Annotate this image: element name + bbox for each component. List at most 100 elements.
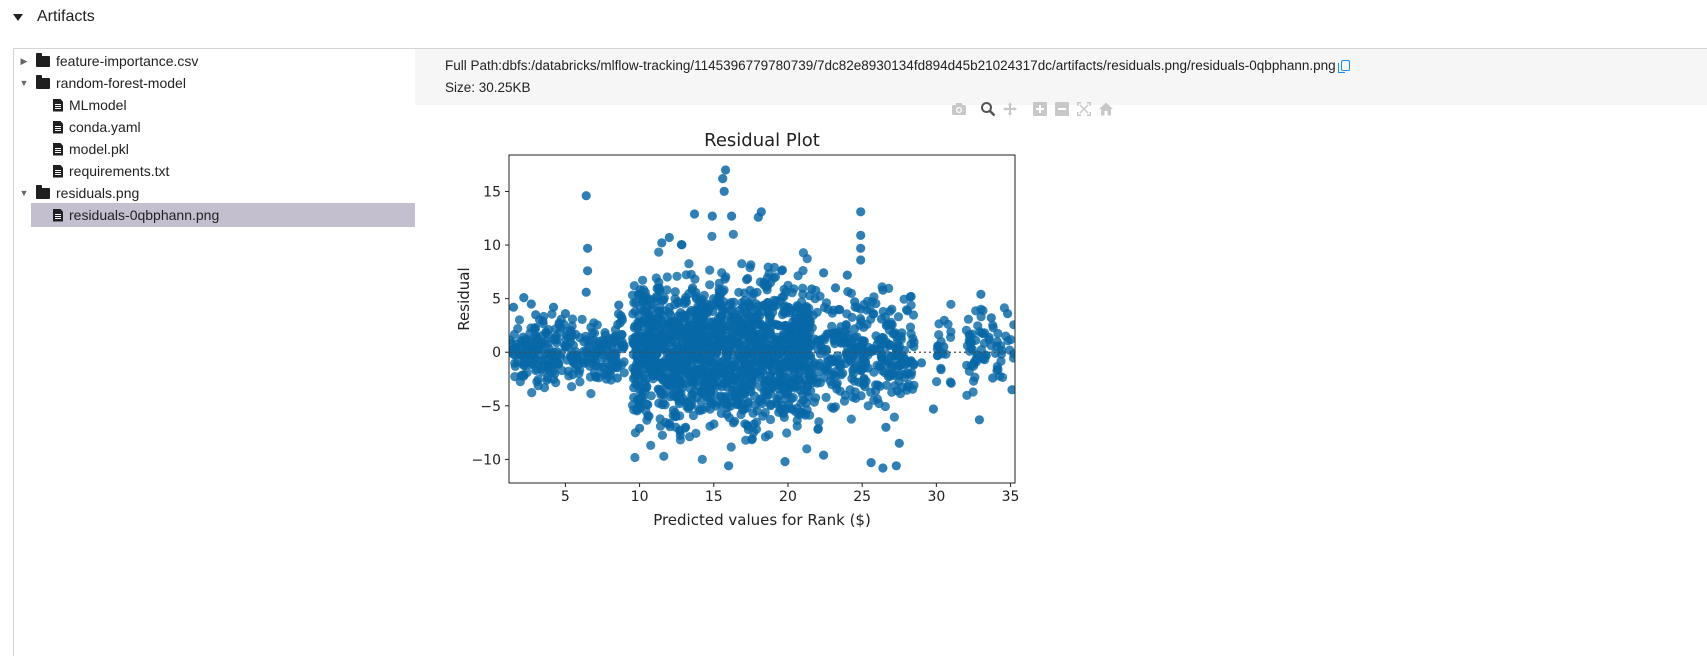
scatter-point	[556, 349, 566, 359]
scatter-point	[752, 287, 762, 297]
tree-file-item[interactable]: model.pkl	[31, 137, 415, 161]
scatter-point	[798, 289, 808, 299]
caret-down-icon[interactable]: ▼	[19, 188, 29, 198]
scatter-point	[619, 368, 629, 378]
zoom-out-icon[interactable]	[1054, 101, 1070, 117]
file-icon	[53, 208, 63, 222]
tree-item-label: conda.yaml	[69, 119, 141, 135]
scatter-point	[996, 356, 1006, 366]
scatter-point	[815, 378, 825, 388]
scatter-point	[916, 358, 927, 368]
tree-folder-item[interactable]: ▼ residuals.png	[18, 181, 415, 205]
scatter-point	[907, 368, 917, 378]
scatter-point	[721, 165, 731, 175]
scatter-point	[679, 313, 690, 323]
scatter-point	[662, 285, 672, 295]
scatter-point	[839, 396, 850, 406]
scatter-point	[560, 309, 570, 319]
scatter-point	[516, 349, 526, 359]
scatter-point	[586, 389, 596, 399]
collapse-caret-icon[interactable]	[13, 14, 23, 21]
scatter-point	[718, 287, 728, 297]
x-axis-label: Predicted values for Rank ($)	[653, 511, 871, 529]
scatter-point	[664, 232, 674, 243]
scatter-point	[905, 322, 916, 332]
scatter-point	[746, 301, 756, 311]
home-icon[interactable]	[1098, 101, 1114, 117]
scatter-point	[697, 366, 707, 376]
camera-icon[interactable]	[951, 101, 967, 117]
scatter-point	[614, 300, 624, 310]
scatter-point	[531, 365, 541, 376]
artifact-meta: Full Path:dbfs:/databricks/mlflow-tracki…	[415, 49, 1707, 105]
scatter-point	[877, 352, 887, 363]
scatter-point	[797, 297, 807, 307]
tree-file-item[interactable]: MLmodel	[31, 93, 415, 117]
scatter-point	[736, 320, 746, 331]
scatter-point	[655, 414, 665, 424]
scatter-point	[749, 427, 759, 437]
scatter-point	[819, 302, 829, 313]
scatter-point	[736, 392, 746, 402]
scatter-point	[853, 351, 863, 361]
scatter-point	[724, 413, 734, 423]
y-tick-label: 5	[492, 292, 501, 308]
scatter-point	[567, 314, 578, 324]
scatter-point	[526, 299, 536, 309]
pan-icon[interactable]	[1002, 101, 1018, 117]
x-tick-label: 30	[927, 489, 945, 505]
scatter-point	[728, 375, 738, 385]
scatter-point	[777, 363, 788, 373]
scatter-point	[743, 273, 753, 284]
tree-file-item[interactable]: residuals-0qbphann.png	[31, 203, 415, 227]
scatter-point	[705, 421, 715, 431]
tree-file-item[interactable]: requirements.txt	[31, 159, 415, 183]
scatter-point	[681, 270, 691, 280]
scatter-point	[827, 321, 837, 331]
scatter-point	[977, 328, 987, 338]
scatter-point	[606, 340, 617, 351]
scatter-point	[737, 259, 747, 269]
scatter-point	[642, 381, 652, 392]
scatter-point	[509, 335, 515, 345]
scatter-point	[856, 316, 866, 326]
scatter-point	[807, 323, 817, 333]
scatter-point	[533, 374, 543, 385]
tree-item-label: feature-importance.csv	[56, 53, 199, 69]
copy-icon[interactable]	[1337, 60, 1350, 73]
scatter-point	[821, 392, 831, 402]
zoom-in-icon[interactable]	[1032, 101, 1048, 117]
scatter-point	[890, 329, 900, 339]
scatter-point	[841, 320, 851, 330]
scatter-point	[657, 430, 667, 440]
scatter-point	[765, 327, 775, 337]
scatter-point	[677, 240, 687, 250]
scatter-point	[788, 377, 798, 387]
file-icon	[53, 164, 63, 178]
zoom-icon[interactable]	[980, 101, 996, 117]
scatter-point	[697, 298, 707, 308]
scatter-point	[1003, 309, 1013, 319]
tree-folder-item[interactable]: ▶ feature-importance.csv	[18, 49, 415, 73]
scatter-point	[881, 422, 891, 432]
scatter-point	[633, 361, 643, 371]
scatter-point	[684, 289, 694, 299]
scatter-point	[908, 384, 918, 394]
scatter-point	[714, 278, 724, 288]
size-text: Size: 30.25KB	[445, 80, 531, 95]
scatter-point	[860, 357, 870, 367]
scatter-point	[673, 330, 683, 340]
scatter-point	[720, 340, 730, 350]
scatter-point	[662, 272, 672, 282]
scatter-point	[805, 372, 816, 382]
autoscale-icon[interactable]	[1076, 101, 1092, 117]
tree-folder-item[interactable]: ▼ random-forest-model	[18, 71, 415, 95]
scatter-point	[598, 368, 608, 378]
caret-right-icon[interactable]: ▶	[20, 55, 28, 66]
scatter-point	[805, 410, 815, 420]
scatter-point	[791, 307, 801, 317]
tree-item-label: requirements.txt	[69, 163, 170, 179]
tree-file-item[interactable]: conda.yaml	[31, 115, 415, 139]
caret-down-icon[interactable]: ▼	[19, 78, 29, 88]
scatter-point	[680, 299, 690, 309]
